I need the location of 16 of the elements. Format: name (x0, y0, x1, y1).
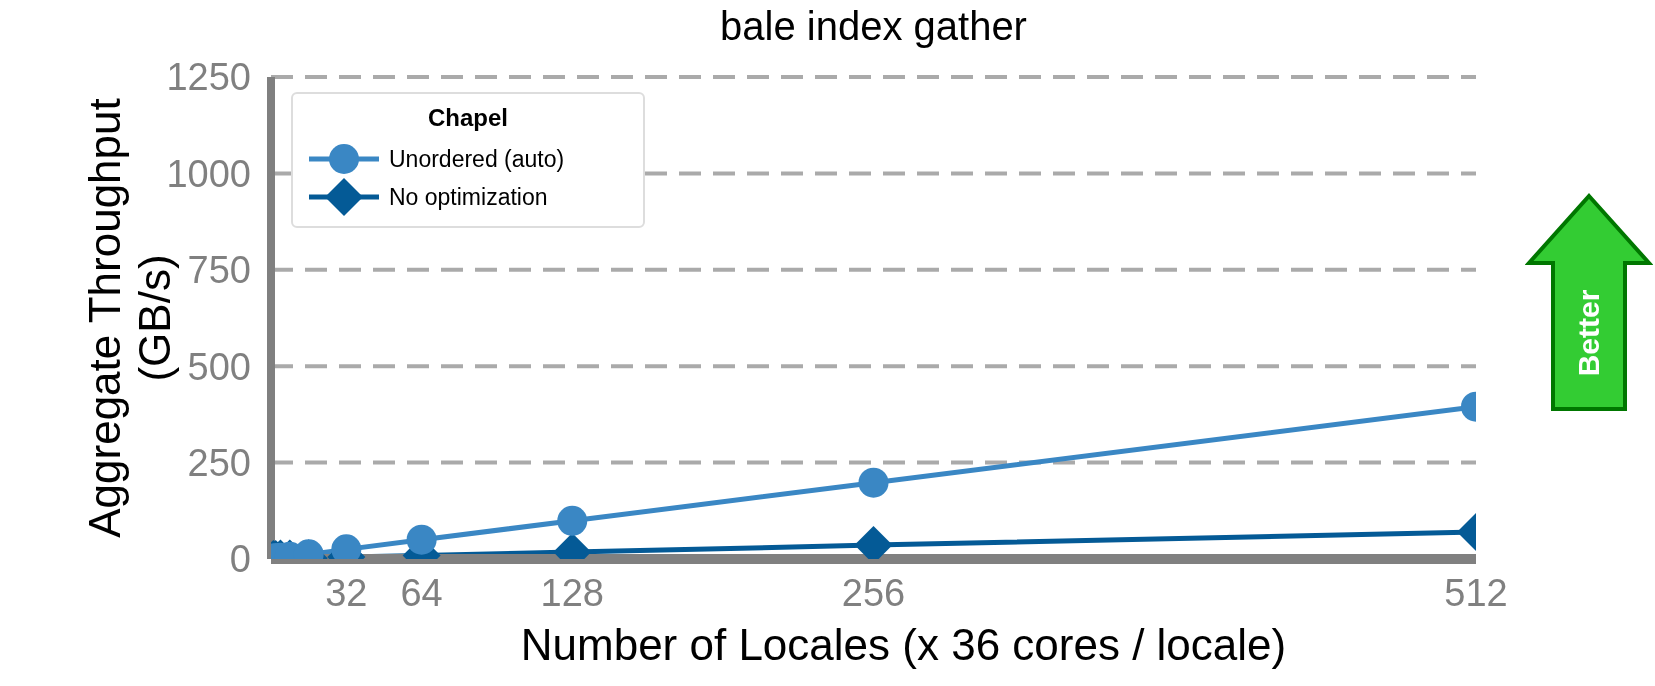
x-tick-label: 64 (400, 571, 443, 614)
text: Better (1571, 288, 1606, 379)
x-tick-label: 32 (325, 571, 368, 614)
y-tick-label: 1250 (166, 56, 251, 99)
legend-label: Unordered (auto) (389, 145, 565, 173)
y-tick-label: 500 (187, 345, 251, 388)
y-tick-label: 250 (187, 442, 251, 485)
x-tick-label: 512 (1444, 571, 1508, 614)
y-tick-label: 0 (229, 538, 251, 581)
x-tick-label: 256 (841, 571, 906, 614)
x-tick-label: 128 (540, 571, 604, 614)
chart-title: bale index gather (719, 4, 1028, 49)
legend-title: Chapel (427, 104, 509, 132)
y-tick-label: 750 (187, 249, 251, 292)
x-axis-title: Number of Locales (x 36 cores / locale) (519, 620, 1288, 670)
legend-label: No optimization (389, 183, 548, 211)
